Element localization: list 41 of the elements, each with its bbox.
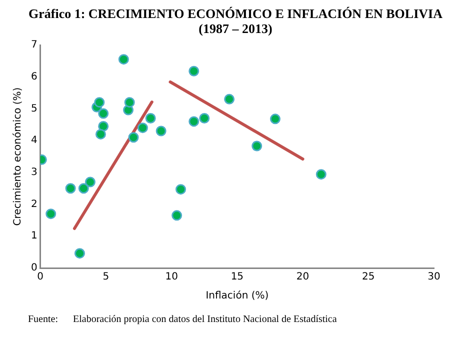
point [188, 66, 200, 76]
point [98, 108, 109, 119]
source-note: Fuente: Elaboración propia con datos del Instituto Nacional de Estadística [28, 314, 338, 325]
x-tick-label: 5 [102, 272, 110, 283]
point [224, 94, 235, 104]
point [124, 97, 135, 108]
point [316, 169, 326, 180]
y-tick-label: 5 [30, 103, 38, 114]
point [188, 116, 200, 127]
y-tick-label: 7 [30, 40, 38, 51]
x-tick-label: 25 [362, 272, 375, 283]
point [84, 176, 96, 188]
x-axis-title: Inflación (%) [206, 290, 269, 302]
point [95, 128, 106, 140]
point [270, 114, 280, 124]
point [172, 210, 182, 221]
x-tick-label: 10 [165, 272, 178, 283]
point [46, 208, 56, 220]
y-tick-label: 1 [30, 230, 38, 242]
x-tick-label: 15 [230, 272, 244, 283]
x-tick-label: 20 [296, 272, 310, 283]
point [252, 140, 262, 152]
point [94, 97, 105, 108]
y-tick-label: 0 [30, 262, 38, 274]
y-tick-label: 4 [30, 135, 38, 146]
point [137, 122, 148, 134]
chart-title: Gráfico 1: CRECIMIENTO ECONÓMICO E INFLACIÓN EN BOLIVIA (1987 – 2013) [28, 6, 444, 36]
point [128, 132, 139, 143]
point [199, 113, 210, 124]
y-tick-label: 6 [30, 71, 38, 82]
y-tick-label: 3 [30, 167, 38, 178]
point [156, 126, 166, 136]
point [74, 248, 85, 259]
point [176, 184, 186, 195]
point [65, 183, 76, 194]
point [145, 113, 156, 124]
point [118, 54, 129, 65]
point [78, 183, 89, 194]
y-tick-label: 2 [30, 198, 38, 210]
y-axis-title: Crecimiento económico (%) [12, 87, 24, 226]
x-tick-label: 30 [428, 272, 440, 283]
